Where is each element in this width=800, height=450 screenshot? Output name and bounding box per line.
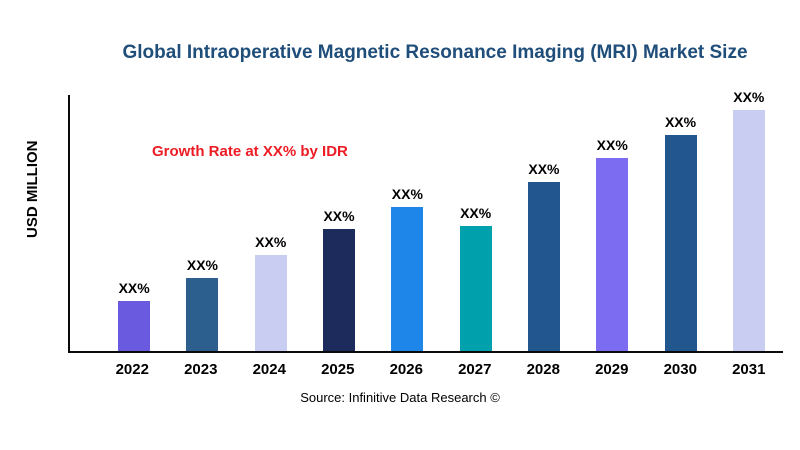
bar-group-2027: XX% — [452, 205, 500, 351]
bar-group-2030: XX% — [657, 114, 705, 351]
x-tick-2023: 2023 — [184, 361, 218, 378]
bar-group-2028: XX% — [520, 161, 568, 351]
bar-2031 — [732, 110, 765, 351]
bar-value-label-2030: XX% — [664, 114, 697, 130]
x-tick-2025: 2025 — [321, 361, 355, 378]
bar-2028 — [527, 182, 560, 351]
bar-2023 — [186, 278, 219, 351]
bar-2026 — [391, 207, 424, 351]
chart-title: Global Intraoperative Magnetic Resonance… — [122, 42, 748, 63]
source-caption: Source: Infinitive Data Research © — [300, 390, 500, 405]
bar-group-2029: XX% — [588, 137, 636, 351]
bar-group-2024: XX% — [247, 234, 295, 351]
bar-group-2022: XX% — [110, 280, 158, 351]
x-tick-2030: 2030 — [663, 361, 697, 378]
bar-2027 — [459, 226, 492, 351]
bar-value-label-2026: XX% — [391, 186, 423, 202]
x-tick-2026: 2026 — [389, 361, 423, 378]
x-tick-2031: 2031 — [732, 361, 766, 378]
bars-container: XX% XX% XX% XX% XX% XX% XX% XX% XX% XX% — [70, 89, 783, 351]
bar-group-2026: XX% — [383, 186, 431, 351]
bar-value-label-2029: XX% — [596, 137, 628, 153]
bar-2022 — [118, 301, 151, 351]
bar-value-label-2024: XX% — [255, 234, 287, 250]
x-axis-tick-labels: 2022 2023 2024 2025 2026 2027 2028 2029 2030 2031 — [68, 361, 783, 378]
bar-group-2025: XX% — [315, 208, 363, 351]
bar-value-label-2028: XX% — [528, 161, 560, 177]
bar-2025 — [323, 229, 356, 351]
bar-value-label-2022: XX% — [118, 280, 150, 296]
x-tick-2029: 2029 — [595, 361, 629, 378]
bar-value-label-2025: XX% — [323, 208, 355, 224]
bar-group-2031: XX% — [725, 89, 773, 351]
bar-value-label-2031: XX% — [733, 89, 765, 105]
bar-value-label-2027: XX% — [460, 205, 492, 221]
growth-rate-annotation: Growth Rate at XX% by IDR — [152, 143, 348, 160]
bar-group-2023: XX% — [178, 257, 226, 351]
x-tick-2022: 2022 — [115, 361, 149, 378]
x-tick-2027: 2027 — [458, 361, 492, 378]
plot-area: Growth Rate at XX% by IDR XX% XX% XX% XX% XX… — [68, 89, 783, 353]
bar-2029 — [596, 158, 629, 351]
x-tick-2024: 2024 — [252, 361, 286, 378]
bar-2024 — [254, 255, 287, 351]
y-axis-label: USD MILLION — [24, 140, 41, 239]
x-tick-2028: 2028 — [526, 361, 560, 378]
bar-2030 — [664, 135, 697, 351]
bar-value-label-2023: XX% — [186, 257, 218, 273]
